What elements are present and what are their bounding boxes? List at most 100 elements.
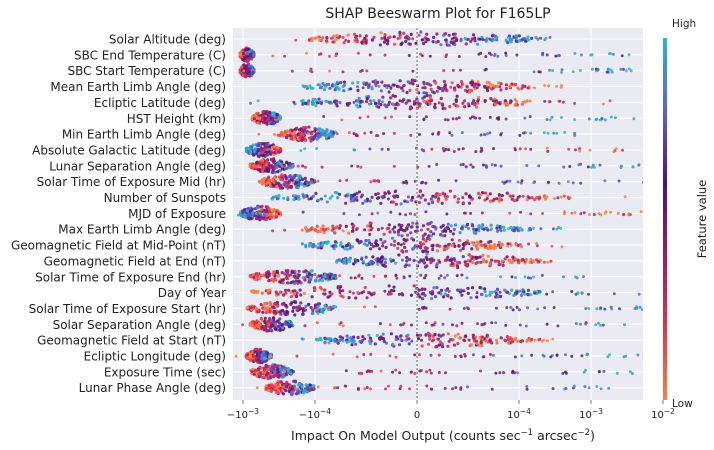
shap-point [496, 54, 500, 58]
shap-point [411, 221, 415, 225]
shap-point [352, 132, 356, 136]
shap-point [351, 291, 355, 295]
shap-point [423, 276, 426, 280]
x-tick-label: 0 [414, 410, 420, 421]
shap-point [425, 370, 428, 374]
shap-point [397, 253, 401, 257]
shap-point [428, 222, 432, 226]
shap-point [461, 101, 465, 105]
shap-point [254, 272, 258, 276]
shap-point [529, 257, 533, 262]
shap-point [355, 191, 359, 195]
shap-point [335, 340, 339, 343]
shap-point [495, 226, 499, 230]
shap-point [444, 292, 448, 296]
shap-point [511, 308, 515, 312]
shap-point [508, 260, 512, 264]
shap-point [381, 332, 385, 336]
shap-point [454, 179, 458, 183]
feature-label: SBC Start Temperature (C) [67, 64, 226, 78]
shap-point [406, 233, 410, 237]
shap-point [459, 68, 462, 72]
shap-point [398, 387, 402, 391]
shap-point [501, 180, 505, 184]
shap-point [337, 226, 341, 230]
shap-point [292, 384, 296, 388]
shap-point [263, 357, 267, 361]
shap-point [516, 180, 520, 184]
shap-point [510, 288, 514, 292]
shap-point [404, 36, 407, 40]
shap-point [319, 197, 323, 201]
shap-point [595, 385, 599, 388]
shap-point [516, 86, 520, 90]
shap-point [270, 208, 274, 212]
shap-point [410, 339, 414, 343]
shap-point [357, 241, 361, 245]
shap-point [552, 131, 556, 135]
shap-point [291, 164, 295, 168]
shap-point [522, 131, 526, 135]
shap-point [488, 293, 492, 297]
shap-point [387, 100, 391, 104]
shap-point [475, 291, 479, 295]
shap-point [251, 51, 256, 55]
shap-point [266, 275, 270, 279]
shap-point [441, 223, 445, 228]
shap-point [301, 309, 305, 313]
shap-point [525, 339, 529, 343]
shap-point [241, 51, 245, 56]
shap-point [291, 132, 295, 136]
feature-label: Absolute Galactic Latitude (deg) [32, 143, 226, 157]
shap-point [437, 276, 441, 280]
shap-point [398, 99, 402, 103]
shap-point [311, 308, 315, 312]
shap-point [443, 106, 447, 111]
shap-point [480, 343, 484, 348]
shap-point [326, 227, 330, 231]
shap-point [358, 116, 362, 120]
shap-point [479, 146, 483, 150]
shap-point [437, 196, 441, 200]
shap-point [619, 67, 623, 71]
shap-point [440, 102, 444, 106]
shap-point [483, 133, 487, 137]
shap-point [515, 371, 519, 375]
shap-point [398, 30, 402, 35]
shap-point [425, 94, 429, 98]
shap-point [453, 334, 457, 338]
shap-point [439, 334, 443, 338]
shap-point [282, 385, 286, 389]
shap-point [525, 99, 529, 103]
shap-point [327, 341, 331, 345]
shap-point [490, 321, 494, 325]
shap-point [323, 194, 327, 198]
shap-point [285, 161, 289, 165]
shap-point [312, 286, 316, 290]
shap-point [567, 147, 571, 151]
shap-point [484, 294, 488, 298]
shap-point [274, 215, 278, 219]
shap-point [551, 69, 555, 72]
shap-point [446, 294, 450, 298]
shap-point [580, 354, 584, 358]
shap-point [514, 103, 518, 107]
shap-point [277, 212, 281, 216]
shap-point [270, 170, 274, 174]
shap-point [308, 136, 312, 140]
shap-point [483, 84, 486, 88]
shap-point [421, 237, 425, 241]
shap-point [310, 39, 314, 43]
shap-point [364, 41, 368, 45]
shap-point [408, 42, 412, 46]
shap-point [356, 88, 360, 92]
colorbar [663, 38, 667, 400]
shap-point [261, 310, 265, 314]
shap-point [363, 36, 367, 41]
shap-point [384, 105, 389, 109]
shap-point [366, 86, 370, 90]
shap-point [459, 37, 463, 41]
shap-point [404, 39, 408, 44]
shap-point [623, 195, 627, 199]
